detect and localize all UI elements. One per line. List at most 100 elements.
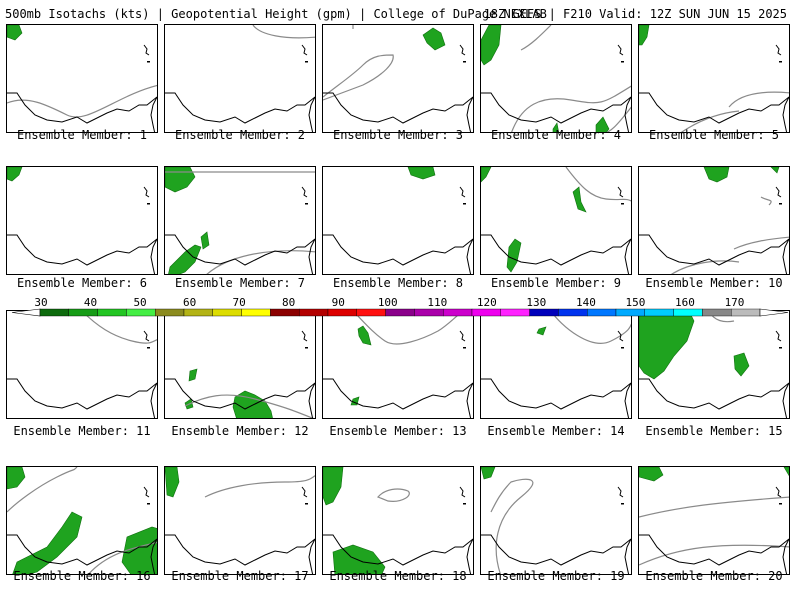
coastline — [143, 186, 150, 198]
member-label: Ensemble Member: 15 — [645, 424, 783, 438]
coastline — [323, 534, 473, 566]
scale-tick-label: 90 — [332, 296, 345, 309]
member-map-canvas — [481, 311, 631, 418]
coastline — [466, 96, 473, 132]
coastline — [775, 330, 782, 342]
isotach-fill-region — [200, 231, 210, 250]
island-mark — [621, 61, 624, 63]
ensemble-member-map — [6, 166, 158, 275]
coastline — [308, 96, 315, 132]
ensemble-member-map — [164, 24, 316, 133]
ensemble-member-map — [322, 166, 474, 275]
ensemble-member-map — [638, 24, 790, 133]
coastline — [165, 234, 315, 266]
height-contour — [671, 260, 740, 274]
height-contour — [728, 91, 789, 108]
island-mark — [305, 347, 308, 349]
scale-swatch — [529, 308, 559, 317]
scale-swatch — [270, 308, 300, 317]
member-map-canvas — [481, 25, 631, 132]
coastline — [308, 382, 315, 418]
coastline — [639, 234, 789, 266]
coastline — [150, 538, 157, 574]
scale-tick-label: 140 — [576, 296, 596, 309]
scale-swatch — [154, 308, 185, 317]
isotach-fill-region — [552, 122, 559, 132]
member-map-canvas — [639, 311, 789, 418]
coastline — [481, 234, 631, 266]
isotach-fill-region — [7, 467, 26, 490]
ensemble-member-map — [480, 310, 632, 419]
height-contour — [490, 478, 534, 574]
coastline — [323, 234, 473, 266]
ensemble-member-map — [164, 310, 316, 419]
scale-swatch — [97, 308, 127, 317]
isotach-color-scale: 30 40 50 60 70 80 90 100 110 120 130 140 150 160 170 — [11, 296, 789, 317]
isotach-fill-region — [703, 167, 730, 183]
scale-swatch — [68, 308, 98, 317]
coastline — [466, 538, 473, 574]
coastline — [143, 44, 150, 56]
coastline — [466, 238, 473, 274]
coastline — [323, 92, 473, 124]
scale-swatch — [241, 308, 271, 317]
coastline — [7, 234, 157, 266]
coastline — [301, 330, 308, 342]
ensemble-member-map — [480, 466, 632, 575]
height-contour — [550, 311, 631, 344]
member-map-canvas — [165, 25, 315, 132]
member-map-canvas — [639, 467, 789, 574]
coastline — [150, 382, 157, 418]
island-mark — [305, 503, 308, 505]
isotach-fill-region — [506, 238, 522, 273]
height-contour — [680, 110, 740, 132]
scale-tick-label: 110 — [427, 296, 447, 309]
scale-swatch — [615, 308, 645, 317]
coastline — [459, 44, 466, 56]
height-contour — [7, 467, 78, 513]
scale-tick-label: 120 — [477, 296, 497, 309]
coastline — [459, 486, 466, 498]
height-contour — [184, 394, 314, 418]
island-mark — [305, 203, 308, 205]
coastline — [782, 382, 789, 418]
height-contour — [323, 54, 394, 101]
height-contour — [206, 250, 315, 274]
isotach-fill-region — [232, 390, 273, 418]
scale-swatch — [587, 308, 617, 317]
island-mark — [621, 347, 624, 349]
coastline — [639, 534, 789, 566]
member-map-canvas — [7, 25, 157, 132]
coastline — [775, 44, 782, 56]
scale-tick-label: 40 — [84, 296, 97, 309]
island-mark — [147, 203, 150, 205]
height-contour — [252, 25, 315, 39]
coastline — [639, 378, 789, 410]
member-label: Ensemble Member: 6 — [16, 276, 148, 290]
coastline — [481, 92, 631, 124]
coastline — [782, 538, 789, 574]
height-contour — [760, 196, 772, 206]
member-map-canvas — [481, 467, 631, 574]
coastline — [782, 96, 789, 132]
scale-swatch — [299, 308, 329, 317]
isotach-fill-region — [536, 326, 547, 336]
coastline — [308, 538, 315, 574]
member-map-canvas — [323, 167, 473, 274]
scale-tick-label: 70 — [233, 296, 246, 309]
ensemble-member-map — [638, 310, 790, 419]
isotach-fill-region — [639, 467, 664, 482]
coastline — [624, 538, 631, 574]
member-map-canvas — [323, 311, 473, 418]
ensemble-member-map — [480, 166, 632, 275]
island-mark — [779, 503, 782, 505]
member-label: Ensemble Member: 9 — [490, 276, 622, 290]
height-contour — [376, 488, 410, 502]
member-label: Ensemble Member: 12 — [171, 424, 309, 438]
isotach-fill-region — [7, 167, 23, 182]
scale-swatch — [731, 308, 761, 317]
scale-swatch — [702, 308, 732, 317]
height-contour — [639, 496, 789, 518]
ensemble-member-map — [322, 24, 474, 133]
coastline — [481, 378, 631, 410]
